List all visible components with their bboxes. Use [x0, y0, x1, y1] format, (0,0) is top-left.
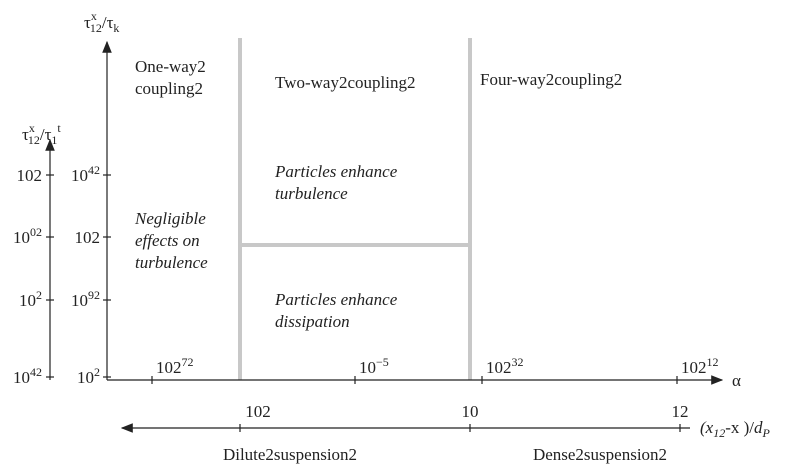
label-part: 10: [71, 291, 88, 310]
region-line: coupling2: [135, 79, 203, 98]
region-line: turbulence: [135, 253, 208, 272]
label-part: t: [57, 121, 61, 135]
tick-label: 102: [245, 402, 271, 421]
label-part: P: [762, 426, 771, 440]
label-part: 10: [13, 368, 30, 387]
axis-label: (x12-x )/dP: [700, 418, 771, 440]
label-part: 10: [19, 291, 36, 310]
label-part: 1: [51, 133, 57, 147]
tick-label: 1092: [71, 288, 100, 310]
label-part: /τ: [40, 125, 52, 144]
tick-label: 10−5: [359, 355, 389, 377]
label-part: 102: [75, 228, 101, 247]
tick-label: 12: [672, 402, 689, 421]
label-part: τ: [84, 13, 91, 32]
label-part: 102: [486, 358, 512, 377]
tick-label: 10232: [486, 355, 524, 377]
label-part: -x )/: [725, 418, 754, 437]
region-line: Two-way2coupling2: [275, 73, 415, 92]
label-part: 102: [17, 166, 43, 185]
tick-label: 102: [77, 365, 100, 387]
label-part: 102: [156, 358, 182, 377]
region-line: One-way2: [135, 57, 206, 76]
label-part: 32: [512, 355, 524, 369]
label-part: 42: [30, 365, 42, 379]
label-part: −5: [376, 355, 389, 369]
axis-label: τx 12/τk: [84, 9, 119, 35]
label-part: 10: [77, 368, 94, 387]
label-part: 12: [90, 21, 102, 35]
axis-label: α: [732, 371, 741, 390]
region-line: dissipation: [275, 312, 350, 331]
label-part: 102: [681, 358, 707, 377]
region-line: Particles enhance: [274, 290, 398, 309]
region-label: One-way2 coupling2: [135, 57, 206, 98]
region-line: Particles enhance: [274, 162, 398, 181]
label-part: 10: [462, 402, 479, 421]
region-line: turbulence: [275, 184, 348, 203]
label-part: 2: [94, 365, 100, 379]
bottom-label: Dilute2suspension2: [223, 445, 357, 464]
label-part: /τ: [102, 13, 114, 32]
label-part: x: [29, 121, 35, 135]
label-part: d: [754, 418, 763, 437]
tick-label: 10272: [156, 355, 194, 377]
label-part: 10: [71, 166, 88, 185]
label-part: 10: [13, 228, 30, 247]
tick-label: 10: [462, 402, 479, 421]
label-part: 92: [88, 288, 100, 302]
label-part: 42: [88, 163, 100, 177]
label-part: 12: [713, 426, 725, 440]
region-line: Negligible: [134, 209, 206, 228]
bottom-label: Dense2suspension2: [533, 445, 667, 464]
tick-label: 102: [17, 166, 43, 185]
label-part: 72: [182, 355, 194, 369]
label-part: 10: [359, 358, 376, 377]
axis-label: τx 12/τ1t: [22, 121, 61, 147]
region-label: Particles enhance turbulence: [274, 162, 398, 203]
tick-label: 102: [75, 228, 101, 247]
tick-label: 10212: [681, 355, 719, 377]
label-part: x: [91, 9, 97, 23]
tick-label: 102: [19, 288, 42, 310]
label-part: k: [113, 21, 119, 35]
label-part: τ: [22, 125, 29, 144]
region-label: Two-way2coupling2: [275, 73, 415, 92]
label-part: 102: [245, 402, 271, 421]
label-part: 12: [672, 402, 689, 421]
region-label: Particles enhance dissipation: [274, 290, 398, 331]
label-part: 12: [28, 133, 40, 147]
label-part: 12: [707, 355, 719, 369]
region-label: Four-way2coupling2: [480, 70, 622, 89]
region-line: effects on: [135, 231, 200, 250]
label-part: (x: [700, 418, 714, 437]
tick-label: 1002: [13, 225, 42, 247]
label-part: 02: [30, 225, 42, 239]
region-label: Negligible effects on turbulence: [134, 209, 208, 272]
tick-label: 1042: [71, 163, 100, 185]
label-part: 2: [36, 288, 42, 302]
tick-label: 1042: [13, 365, 42, 387]
region-line: Four-way2coupling2: [480, 70, 622, 89]
